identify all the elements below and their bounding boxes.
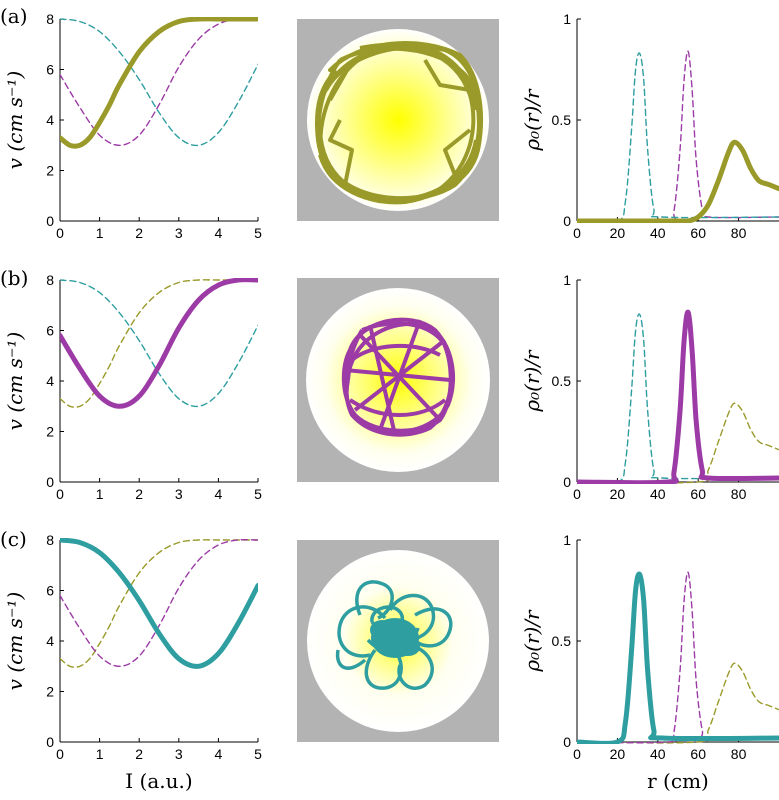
arena-b xyxy=(297,278,499,482)
y-tick-label: 0 xyxy=(46,734,54,750)
x-tick-label: 40 xyxy=(650,486,666,502)
x-tick-label: 0 xyxy=(573,486,581,502)
y-tick-label: 0 xyxy=(46,474,54,490)
x-tick-label: 1 xyxy=(96,225,104,241)
series-line-solid xyxy=(577,309,779,484)
density-chart-a: 0 0.5 1 0 20 40 60 80 ρ₀(r)/r xyxy=(520,11,779,241)
arena-c xyxy=(297,540,499,742)
x-tick-label: 60 xyxy=(690,225,706,241)
panel-label-a: (a) xyxy=(0,4,28,28)
series-line-dashed xyxy=(577,52,779,223)
y-tick-label: 1 xyxy=(563,532,571,548)
series-line-solid xyxy=(60,538,258,669)
arena-a xyxy=(297,19,499,221)
series-line-solid xyxy=(60,17,258,149)
x-tick-label: 5 xyxy=(254,225,262,241)
x-tick-label: 2 xyxy=(135,225,143,241)
y-tick-label: 0.5 xyxy=(552,633,572,649)
series-line-solid xyxy=(577,139,779,223)
x-tick-label: 0 xyxy=(573,225,581,241)
y-tick-label: 0.5 xyxy=(552,112,572,128)
y-axis-label: ρ₀(r)/r xyxy=(520,88,544,152)
y-tick-label: 8 xyxy=(46,272,54,288)
y-tick-label: 8 xyxy=(46,532,54,548)
x-tick-label: 4 xyxy=(215,486,223,502)
y-tick-label: 2 xyxy=(46,163,54,179)
x-tick-label: 1 xyxy=(96,746,104,762)
x-tick-label: 20 xyxy=(610,746,626,762)
trajectory-dense-core xyxy=(370,618,420,658)
series-line-dashed xyxy=(577,662,779,744)
x-tick-label: 4 xyxy=(215,225,223,241)
x-tick-label: 0 xyxy=(573,746,581,762)
x-tick-label: 4 xyxy=(215,746,223,762)
series-line-dashed xyxy=(577,50,779,223)
y-tick-label: 4 xyxy=(46,633,54,649)
y-axis-label: v (cm s⁻¹) xyxy=(3,71,27,170)
x-tick-label: 2 xyxy=(135,746,143,762)
x-tick-label: 80 xyxy=(731,486,747,502)
series-line-dashed xyxy=(60,538,258,668)
y-tick-label: 2 xyxy=(46,684,54,700)
panel-label-c: (c) xyxy=(0,527,27,551)
series-line-dashed xyxy=(60,279,258,408)
series-line-dashed xyxy=(577,313,779,484)
y-axis-label: ρ₀(r)/r xyxy=(520,609,544,673)
panel-label-b: (b) xyxy=(0,266,28,290)
series-line-dashed xyxy=(60,539,258,668)
y-tick-label: 0 xyxy=(563,213,571,229)
series-line-dashed xyxy=(60,17,258,147)
trajectory-b xyxy=(341,317,456,437)
y-tick-label: 0 xyxy=(46,213,54,229)
y-axis-label: v (cm s⁻¹) xyxy=(3,592,27,691)
x-tick-label: 40 xyxy=(650,225,666,241)
y-tick-label: 1 xyxy=(563,11,571,27)
density-chart-b: 0 0.5 1 0 20 40 60 80 ρ₀(r)/r xyxy=(520,272,779,502)
x-tick-label: 2 xyxy=(135,486,143,502)
x-tick-label: 5 xyxy=(254,746,262,762)
x-tick-label: 60 xyxy=(690,746,706,762)
speed-chart-a: 0 2 4 6 8 0 1 2 3 4 5 v (cm s⁻¹) xyxy=(3,11,262,241)
y-tick-label: 0 xyxy=(563,734,571,750)
series-line-dashed xyxy=(60,279,258,408)
x-axis-label: I (a.u.) xyxy=(125,769,192,793)
trajectory-a xyxy=(315,41,483,205)
light-field xyxy=(307,29,489,211)
x-tick-label: 60 xyxy=(690,486,706,502)
y-tick-label: 0.5 xyxy=(552,373,572,389)
x-tick-label: 0 xyxy=(56,746,64,762)
density-chart-c: 0 0.5 1 0 20 40 60 80 ρ₀(r)/r r (cm) xyxy=(520,532,779,793)
y-tick-label: 4 xyxy=(46,112,54,128)
x-tick-label: 20 xyxy=(610,225,626,241)
x-tick-label: 3 xyxy=(175,746,183,762)
y-tick-label: 2 xyxy=(46,424,54,440)
x-tick-label: 0 xyxy=(56,225,64,241)
y-tick-label: 8 xyxy=(46,11,54,27)
series-line-solid xyxy=(577,571,779,744)
x-tick-label: 5 xyxy=(254,486,262,502)
x-tick-label: 20 xyxy=(610,486,626,502)
y-tick-label: 1 xyxy=(563,272,571,288)
x-tick-label: 0 xyxy=(56,486,64,502)
x-tick-label: 80 xyxy=(731,225,747,241)
y-tick-label: 0 xyxy=(563,474,571,490)
speed-chart-c: 0 2 4 6 8 0 1 2 3 4 5 v (cm s⁻¹) I (a.u.) xyxy=(3,532,262,793)
x-tick-label: 1 xyxy=(96,486,104,502)
y-tick-label: 6 xyxy=(46,323,54,339)
x-tick-label: 3 xyxy=(175,486,183,502)
series-line-dashed xyxy=(577,571,779,744)
y-tick-label: 6 xyxy=(46,62,54,78)
speed-chart-b: 0 2 4 6 8 0 1 2 3 4 5 v (cm s⁻¹) xyxy=(3,272,262,502)
y-tick-label: 4 xyxy=(46,373,54,389)
x-axis-label: r (cm) xyxy=(647,769,709,793)
x-tick-label: 40 xyxy=(650,746,666,762)
x-tick-label: 80 xyxy=(731,746,747,762)
y-tick-label: 6 xyxy=(46,583,54,599)
y-axis-label: ρ₀(r)/r xyxy=(520,349,544,413)
x-tick-label: 3 xyxy=(175,225,183,241)
y-axis-label: v (cm s⁻¹) xyxy=(3,332,27,431)
series-line-dashed xyxy=(60,18,258,147)
series-line-solid xyxy=(60,278,258,409)
